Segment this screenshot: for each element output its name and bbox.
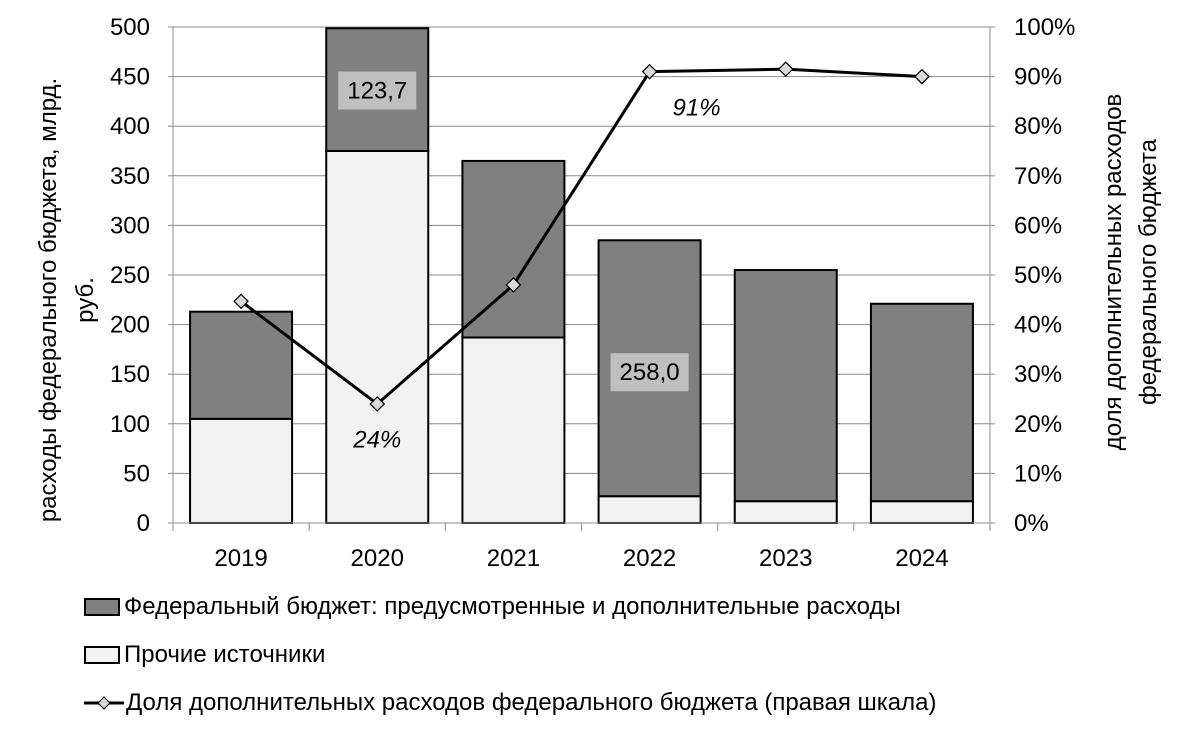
y-tick-label-right: 90% (1014, 64, 1062, 91)
y-tick-label-right: 30% (1014, 361, 1062, 388)
y-tick-label-left: 0 (137, 510, 150, 537)
data-label: 258,0 (620, 359, 680, 386)
y-tick-label-left: 200 (110, 312, 150, 339)
y-tick-label-left: 300 (110, 212, 150, 239)
left-axis-title-line-2: руб. (72, 277, 99, 323)
left-axis-title-line-1: расходы федерального бюджета, млрд. (35, 78, 62, 522)
legend-label-other-sources: Прочие источники (124, 641, 326, 668)
bar-other-sources (461, 336, 566, 524)
bar-federal-budget (869, 302, 974, 503)
y-tick-label-right: 40% (1014, 312, 1062, 339)
y-tick-label-left: 100 (110, 411, 150, 438)
share-line-point (914, 68, 930, 85)
bar-other-sources (733, 500, 838, 524)
tick-labels: 0 50 100 150 200 250 300 350 400 450 500 0% 10% 20% 30… (110, 14, 1075, 572)
x-tick-label: 2019 (214, 545, 267, 572)
pct-label: 24% (352, 427, 401, 454)
x-tick-label: 2020 (351, 545, 404, 572)
share-line-point (505, 277, 522, 293)
y-tick-label-left: 250 (110, 262, 150, 289)
y-tick-label-right: 100% (1014, 14, 1075, 41)
x-tick-label: 2021 (487, 545, 540, 572)
legend-item-other-sources: Прочие источники (84, 638, 325, 672)
share-line-point (233, 293, 249, 310)
y-tick-label-right: 80% (1014, 113, 1062, 140)
x-tick-label: 2023 (759, 545, 812, 572)
share-line-point (641, 63, 658, 80)
y-tick-label-left: 500 (110, 14, 150, 41)
legend-item-share-line: Доля дополнительных расходов федеральног… (84, 686, 937, 720)
x-tick-label: 2024 (895, 545, 948, 572)
right-axis-title-line-2: федерального бюджета (1135, 138, 1162, 405)
gridlines (173, 26, 990, 474)
legend-swatch-other-sources (84, 646, 120, 664)
y-tick-label-right: 20% (1014, 411, 1062, 438)
bar-other-sources (869, 500, 974, 524)
bar-other-sources (597, 495, 702, 525)
data-label: 123,7 (347, 77, 407, 104)
pct-label-box (657, 87, 736, 126)
pct-label: 91% (673, 94, 721, 121)
share-line-path (240, 67, 922, 406)
data-labels: 123,7 258,0 24% 91% (338, 71, 736, 454)
bar-federal-budget (461, 159, 566, 339)
share-line-point (369, 396, 386, 412)
bars (189, 27, 974, 525)
axis-titles: расходы федерального бюджета, млрд. руб.… (35, 78, 1162, 522)
bar-other-sources (189, 417, 294, 524)
x-tick-label: 2022 (623, 545, 676, 572)
y-tick-label-left: 50 (123, 460, 150, 487)
y-tick-label-left: 400 (110, 113, 150, 140)
share-line (233, 61, 930, 412)
legend-swatch-federal-budget (84, 598, 120, 616)
y-tick-label-right: 70% (1014, 163, 1062, 190)
legend-line-marker-icon (84, 696, 124, 710)
y-tick-label-left: 350 (110, 163, 150, 190)
y-tick-label-right: 10% (1014, 460, 1062, 487)
right-axis-title-line-1: доля дополнительных расходов (1100, 94, 1127, 451)
axes (168, 26, 995, 531)
y-tick-label-left: 150 (110, 361, 150, 388)
bar-other-sources (325, 150, 430, 524)
legend-item-federal-budget: Федеральный бюджет: предусмотренные и до… (84, 590, 901, 624)
share-line-point (777, 61, 794, 78)
y-tick-label-right: 50% (1014, 262, 1062, 289)
data-label-box (338, 71, 417, 110)
y-tick-label-right: 60% (1014, 212, 1062, 239)
y-tick-label-right: 0% (1014, 510, 1049, 537)
bar-federal-budget (733, 269, 838, 503)
legend-label-share-line: Доля дополнительных расходов федеральног… (126, 689, 937, 716)
bar-federal-budget (189, 310, 294, 420)
legend-label-federal-budget: Федеральный бюджет: предусмотренные и до… (124, 593, 901, 620)
y-tick-label-left: 450 (110, 64, 150, 91)
data-label-box (610, 353, 689, 392)
